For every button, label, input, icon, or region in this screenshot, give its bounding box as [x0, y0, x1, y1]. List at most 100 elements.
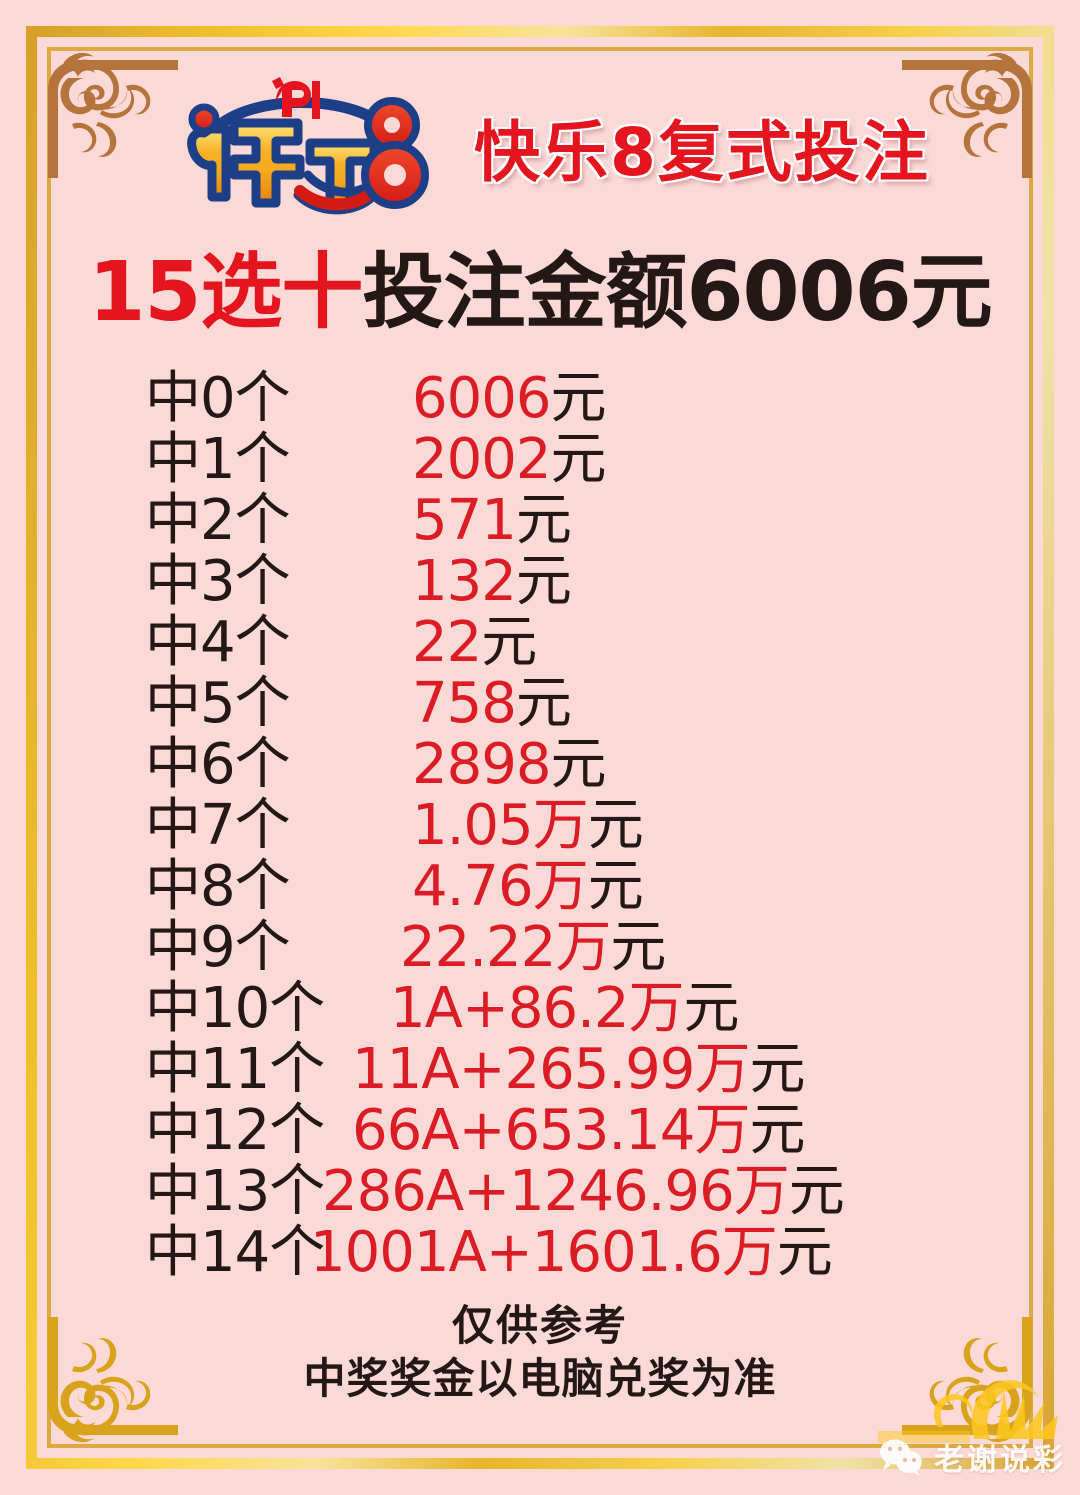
- headline-bet-amount: 投注金额6006元: [362, 245, 992, 340]
- table-row: 中1个 2002元: [0, 429, 1080, 490]
- row-match-count-label: 中2个: [145, 487, 291, 553]
- row-prize-value: 132元: [412, 553, 572, 610]
- row-prize-value: 286A+1246.96万元: [322, 1163, 845, 1220]
- table-row: 中10个 1A+86.2万元: [0, 978, 1080, 1039]
- row-prize-value: 22.22万元: [400, 919, 666, 976]
- prize-unit-yuan: 元: [610, 914, 666, 980]
- prize-amount: 22.22: [400, 914, 556, 980]
- row-match-count-label: 中6个: [145, 731, 291, 797]
- footer-note: 仅供参考 中奖奖金以电脑兑奖为准: [0, 1300, 1080, 1405]
- prize-unit-yuan: 元: [550, 731, 607, 797]
- prize-amount: 758: [412, 670, 517, 736]
- prize-amount: 1.05: [412, 792, 534, 858]
- prize-unit-yuan: 元: [587, 792, 644, 858]
- table-row: 中12个 66A+653.14万元: [0, 1100, 1080, 1161]
- row-prize-value: 758元: [412, 675, 572, 732]
- row-match-count-label: 中5个: [145, 670, 291, 736]
- prize-unit-yuan: 元: [683, 975, 740, 1041]
- prize-amount: 4.76: [412, 853, 534, 919]
- corner-ornament-top-left: [38, 38, 188, 188]
- prize-amount: 132: [412, 548, 517, 614]
- table-row: 中9个 22.22万元: [0, 917, 1080, 978]
- watermark: 老谢说彩: [878, 1435, 1066, 1479]
- prize-unit-wan: 万: [532, 792, 589, 858]
- row-prize-value: 1A+86.2万元: [390, 980, 740, 1037]
- corner-ornament-bottom-left: [38, 1307, 188, 1457]
- prize-unit-yuan: 元: [550, 365, 607, 431]
- prize-unit-wan: 万: [721, 1219, 778, 1285]
- prize-amount: 571: [412, 487, 517, 553]
- row-prize-value: 571元: [412, 492, 572, 549]
- kuaile8-logo: [148, 63, 448, 243]
- prize-amount: 22: [412, 609, 482, 675]
- prize-unit-yuan: 元: [515, 548, 572, 614]
- wechat-icon: [880, 1439, 922, 1476]
- prize-unit-yuan: 元: [587, 853, 644, 919]
- row-match-count-label: 中8个: [145, 853, 291, 919]
- prize-unit-wan: 万: [733, 1158, 790, 1224]
- row-prize-value: 2898元: [412, 736, 607, 793]
- row-match-count-label: 中4个: [145, 609, 291, 675]
- watermark-text: 老谢说彩: [934, 1443, 1066, 1478]
- row-prize-value: 11A+265.99万元: [352, 1041, 805, 1098]
- prize-unit-yuan: 元: [788, 1158, 845, 1224]
- table-row: 中14个 1001A+1601.6万元: [0, 1222, 1080, 1283]
- table-row: 中11个 11A+265.99万元: [0, 1039, 1080, 1100]
- corner-ornament-top-right: [892, 38, 1042, 188]
- prize-unit-wan: 万: [532, 853, 589, 919]
- footer-line-1: 仅供参考: [451, 1301, 628, 1350]
- footer-line-2: 中奖奖金以电脑兑奖为准: [303, 1353, 777, 1403]
- prize-amount: 1A+86.2: [390, 975, 630, 1041]
- prize-unit-wan: 万: [555, 914, 611, 980]
- table-row: 中8个 4.76万元: [0, 856, 1080, 917]
- prize-amount: 66A+653.14: [352, 1097, 695, 1163]
- row-match-count-label: 中9个: [145, 914, 291, 980]
- header-title: 快乐8复式投注: [474, 113, 930, 191]
- prize-amount: 11A+265.99: [352, 1036, 695, 1102]
- row-match-count-label: 中10个: [145, 975, 325, 1041]
- prize-unit-yuan: 元: [776, 1219, 833, 1285]
- table-row: 中2个 571元: [0, 490, 1080, 551]
- prize-unit-wan: 万: [628, 975, 685, 1041]
- row-match-count-label: 中1个: [145, 426, 291, 492]
- row-match-count-label: 中0个: [145, 365, 291, 431]
- row-prize-value: 1.05万元: [412, 797, 644, 854]
- prize-unit-wan: 万: [694, 1036, 750, 1102]
- prize-amount: 286A+1246.96: [322, 1158, 735, 1224]
- table-row: 中5个 758元: [0, 673, 1080, 734]
- prize-unit-wan: 万: [694, 1097, 750, 1163]
- table-row: 中13个 286A+1246.96万元: [0, 1161, 1080, 1222]
- table-row: 中6个 2898元: [0, 734, 1080, 795]
- row-prize-value: 22元: [412, 614, 537, 671]
- prize-unit-yuan: 元: [515, 487, 572, 553]
- row-match-count-label: 中11个: [145, 1036, 325, 1102]
- prize-amount: 2002: [412, 426, 552, 492]
- row-match-count-label: 中7个: [145, 792, 291, 858]
- table-row: 中0个 6006元: [0, 368, 1080, 429]
- row-prize-value: 66A+653.14万元: [352, 1102, 805, 1159]
- prize-unit-yuan: 元: [550, 426, 607, 492]
- row-prize-value: 6006元: [412, 370, 607, 427]
- table-row: 中4个 22元: [0, 612, 1080, 673]
- table-row: 中3个 132元: [0, 551, 1080, 612]
- outer-gold-frame: [26, 26, 1054, 1469]
- prize-unit-yuan: 元: [515, 670, 572, 736]
- prize-table: 中0个 6006元 中1个 2002元 中2个 571元 中3个 132元 中4个 22元 中5个 7…: [0, 368, 1080, 1283]
- header: 快乐8复式投注: [0, 60, 1080, 245]
- headline-selection-type: 15选十: [88, 245, 363, 340]
- row-match-count-label: 中13个: [145, 1158, 325, 1224]
- row-prize-value: 2002元: [412, 431, 607, 488]
- prize-unit-yuan: 元: [749, 1036, 805, 1102]
- prize-amount: 2898: [412, 731, 552, 797]
- row-prize-value: 4.76万元: [412, 858, 644, 915]
- row-match-count-label: 中12个: [145, 1097, 325, 1163]
- row-match-count-label: 中14个: [145, 1219, 325, 1285]
- inner-gold-frame: [47, 47, 1033, 1448]
- prize-unit-yuan: 元: [749, 1097, 805, 1163]
- prize-amount: 1001A+1601.6: [310, 1219, 723, 1285]
- prize-unit-yuan: 元: [481, 609, 537, 675]
- page-title: 15选十投注金额6006元: [0, 252, 1080, 334]
- row-match-count-label: 中3个: [145, 548, 291, 614]
- row-prize-value: 1001A+1601.6万元: [310, 1224, 833, 1281]
